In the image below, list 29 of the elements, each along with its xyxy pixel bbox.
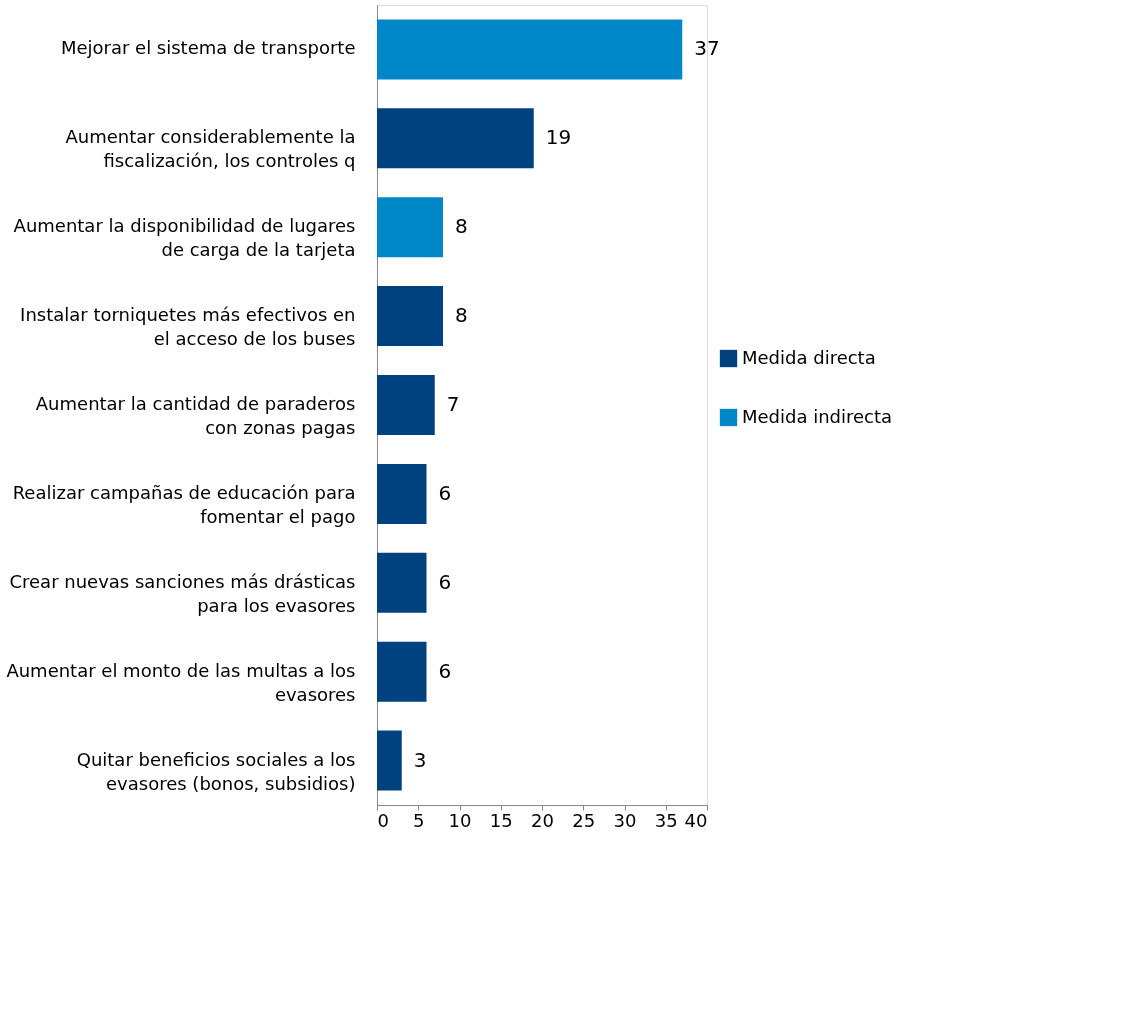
x-tick-label: 30 [613,809,637,831]
data-label: 6 [438,480,452,505]
x-tick-label: 5 [413,809,425,831]
data-label: 6 [438,569,452,594]
y-tick-label: Aumentar el monto de las multas a los evasores [6,659,356,705]
x-tick-label: 20 [531,809,554,831]
y-tick-label: Aumentar la disponibilidad de lugares de carga de la tarjeta [13,215,356,261]
y-tick-label: Quitar beneficios sociales a los evasores (bonos, subsidios) [76,748,356,794]
x-tick-label: 0 [377,809,389,831]
data-label: 3 [413,747,427,772]
data-label: 7 [446,392,460,416]
y-tick-label: Crear nuevas sanciones más drásticas para los evasores [9,570,356,616]
x-tick-label: 25 [572,809,596,831]
x-tick-label: 10 [448,809,472,831]
data-label: 37 [694,36,720,61]
x-tick-label: 15 [489,809,513,831]
y-tick-label: Aumentar la cantidad de paraderos con zonas pagas [35,393,356,438]
data-label: 8 [455,214,468,239]
x-tick-label: 40 [684,809,708,831]
y-tick-label: Mejorar el sistema de transporte [60,37,356,59]
data-label: 6 [438,658,452,683]
y-tick-label: Instalar torniquetes más efectivos en el acceso de los buses [20,304,356,350]
y-tick-label: Realizar campañas de educación para fomentar el pago [12,481,356,527]
x-tick-label: 35 [654,809,678,831]
legend-label: Medida indirecta [742,405,893,427]
y-tick-label: Aumentar considerablemente la fiscalización, los controles q [65,126,356,172]
data-label: 19 [545,125,572,150]
data-label: 8 [455,303,468,328]
legend-label: Medida directa [742,346,876,368]
